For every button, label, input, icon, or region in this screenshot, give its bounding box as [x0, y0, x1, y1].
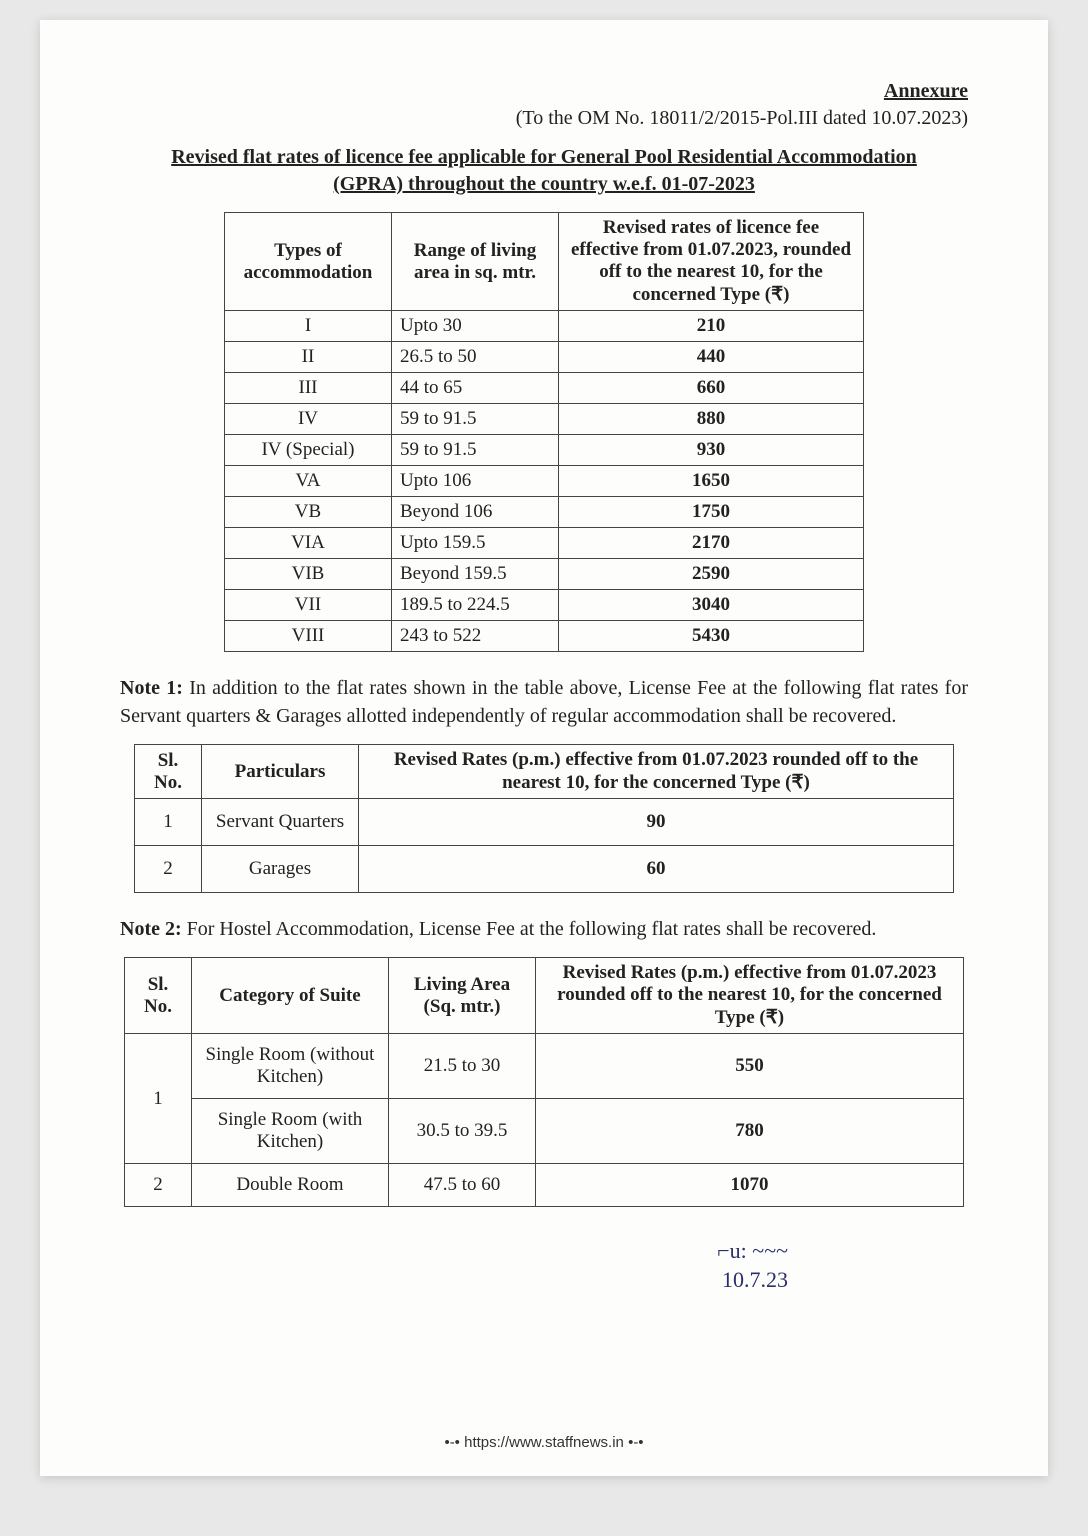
cell: VII	[225, 590, 392, 621]
cell: Beyond 106	[392, 497, 559, 528]
cell: 660	[559, 373, 864, 404]
t1-col1-header: Types of accommodation	[225, 213, 392, 311]
t3-col4-header: Revised Rates (p.m.) effective from 01.0…	[536, 958, 964, 1034]
table-row: III44 to 65660	[225, 373, 864, 404]
cell: 59 to 91.5	[392, 435, 559, 466]
table-row: IUpto 30210	[225, 311, 864, 342]
cell: Beyond 159.5	[392, 559, 559, 590]
cell: VA	[225, 466, 392, 497]
t1-col2-header: Range of living area in sq. mtr.	[392, 213, 559, 311]
signature-block: ⌐u: ~~~ 10.7.23	[120, 1237, 968, 1294]
cell: III	[225, 373, 392, 404]
note-1-text: In addition to the flat rates shown in t…	[120, 677, 968, 727]
cell: 210	[559, 311, 864, 342]
note-2-text: For Hostel Accommodation, License Fee at…	[182, 918, 877, 940]
cell: 440	[559, 342, 864, 373]
cell: 1	[125, 1034, 192, 1164]
cell: 26.5 to 50	[392, 342, 559, 373]
cell: 189.5 to 224.5	[392, 590, 559, 621]
cell: VIB	[225, 559, 392, 590]
annexure-label: Annexure	[120, 80, 968, 103]
t3-col2-header: Category of Suite	[192, 958, 389, 1034]
table-row: 2 Double Room 47.5 to 60 1070	[125, 1164, 964, 1207]
cell: 59 to 91.5	[392, 404, 559, 435]
footer-link-text: •-• https://www.staffnews.in •-•	[40, 1434, 1048, 1451]
cell: 780	[536, 1099, 964, 1164]
cell: Double Room	[192, 1164, 389, 1207]
t1-col3-header: Revised rates of licence fee effective f…	[559, 213, 864, 311]
cell: 5430	[559, 621, 864, 652]
cell: 21.5 to 30	[389, 1034, 536, 1099]
om-reference: (To the OM No. 18011/2/2015-Pol.III date…	[120, 107, 968, 130]
cell: 1070	[536, 1164, 964, 1207]
cell: 1	[135, 799, 202, 846]
table-row: 1Servant Quarters90	[135, 799, 954, 846]
t2-col2-header: Particulars	[202, 745, 359, 799]
signature-scribble: ⌐u: ~~~	[717, 1238, 788, 1263]
note-1-label: Note 1:	[120, 677, 183, 699]
cell: 3040	[559, 590, 864, 621]
table-row: VIBBeyond 159.52590	[225, 559, 864, 590]
signature-date: 10.7.23	[722, 1267, 788, 1292]
cell: VIA	[225, 528, 392, 559]
table-row: 2Garages60	[135, 846, 954, 893]
cell: 90	[359, 799, 954, 846]
note-2-label: Note 2:	[120, 918, 182, 940]
cell: 1650	[559, 466, 864, 497]
cell: 1750	[559, 497, 864, 528]
hostel-table: Sl. No. Category of Suite Living Area (S…	[124, 957, 964, 1207]
table-row: VIAUpto 159.52170	[225, 528, 864, 559]
cell: 2170	[559, 528, 864, 559]
cell: Upto 159.5	[392, 528, 559, 559]
cell: 30.5 to 39.5	[389, 1099, 536, 1164]
table-row: VII189.5 to 224.53040	[225, 590, 864, 621]
t3-col1-header: Sl. No.	[125, 958, 192, 1034]
cell: 44 to 65	[392, 373, 559, 404]
table-row: VAUpto 1061650	[225, 466, 864, 497]
cell: IV	[225, 404, 392, 435]
note-2: Note 2: For Hostel Accommodation, Licens…	[120, 915, 968, 943]
cell: 47.5 to 60	[389, 1164, 536, 1207]
cell: Single Room (with Kitchen)	[192, 1099, 389, 1164]
servant-garage-table: Sl. No. Particulars Revised Rates (p.m.)…	[134, 744, 954, 893]
note-1: Note 1: In addition to the flat rates sh…	[120, 674, 968, 730]
cell: 2	[125, 1164, 192, 1207]
t2-col1-header: Sl. No.	[135, 745, 202, 799]
cell: Servant Quarters	[202, 799, 359, 846]
cell: 2590	[559, 559, 864, 590]
cell: 2	[135, 846, 202, 893]
cell: 930	[559, 435, 864, 466]
cell: 550	[536, 1034, 964, 1099]
rates-table-main: Types of accommodation Range of living a…	[224, 212, 864, 652]
cell: 60	[359, 846, 954, 893]
cell: Single Room (without Kitchen)	[192, 1034, 389, 1099]
table-row: IV59 to 91.5880	[225, 404, 864, 435]
cell: 243 to 522	[392, 621, 559, 652]
table-row: VIII243 to 5225430	[225, 621, 864, 652]
cell: VIII	[225, 621, 392, 652]
page: Annexure (To the OM No. 18011/2/2015-Pol…	[40, 20, 1048, 1476]
table-row: Single Room (with Kitchen) 30.5 to 39.5 …	[125, 1099, 964, 1164]
cell: II	[225, 342, 392, 373]
cell: VB	[225, 497, 392, 528]
cell: I	[225, 311, 392, 342]
main-title: Revised flat rates of licence fee applic…	[160, 144, 928, 198]
t3-col3-header: Living Area (Sq. mtr.)	[389, 958, 536, 1034]
cell: Garages	[202, 846, 359, 893]
cell: Upto 106	[392, 466, 559, 497]
table-row: VBBeyond 1061750	[225, 497, 864, 528]
cell: 880	[559, 404, 864, 435]
table-row: 1 Single Room (without Kitchen) 21.5 to …	[125, 1034, 964, 1099]
cell: Upto 30	[392, 311, 559, 342]
cell: IV (Special)	[225, 435, 392, 466]
table-row: IV (Special)59 to 91.5930	[225, 435, 864, 466]
table-row: II26.5 to 50440	[225, 342, 864, 373]
t2-col3-header: Revised Rates (p.m.) effective from 01.0…	[359, 745, 954, 799]
